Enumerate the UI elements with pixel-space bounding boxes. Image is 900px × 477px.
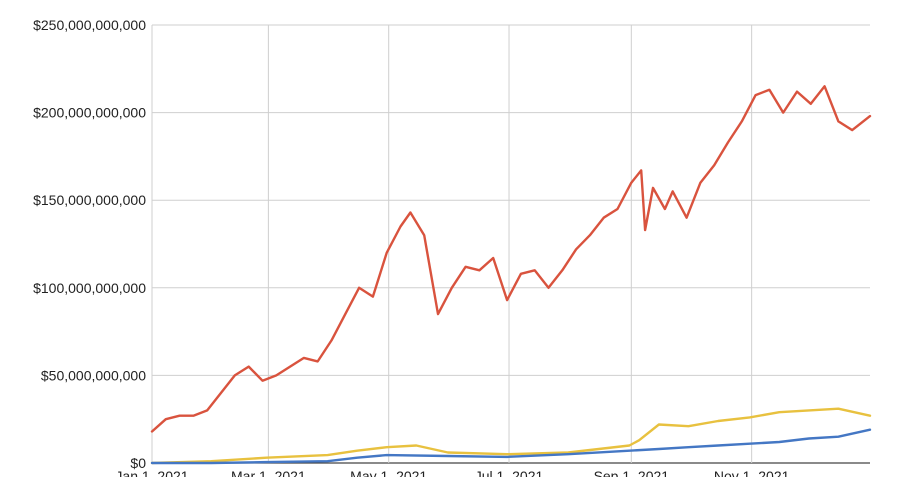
y-tick-label: $250,000,000,000 [33,17,146,33]
x-tick-label: Jan 1, 2021 [115,468,188,477]
series-line-2 [152,409,870,463]
x-tick-label: Nov 1, 2021 [714,468,790,477]
series-layer [152,86,870,463]
x-tick-label: Sep 1, 2021 [594,468,670,477]
y-tick-label: $50,000,000,000 [41,367,146,383]
y-tick-label: $150,000,000,000 [33,192,146,208]
x-tick-label: Mar 1, 2021 [231,468,306,477]
y-tick-label: $100,000,000,000 [33,280,146,296]
x-tick-label: Jul 1, 2021 [475,468,544,477]
grid-layer [152,25,870,463]
axis-layer: $0$50,000,000,000$100,000,000,000$150,00… [33,17,789,477]
series-line-1 [152,86,870,431]
y-tick-label: $200,000,000,000 [33,105,146,121]
x-tick-label: May 1, 2021 [350,468,427,477]
